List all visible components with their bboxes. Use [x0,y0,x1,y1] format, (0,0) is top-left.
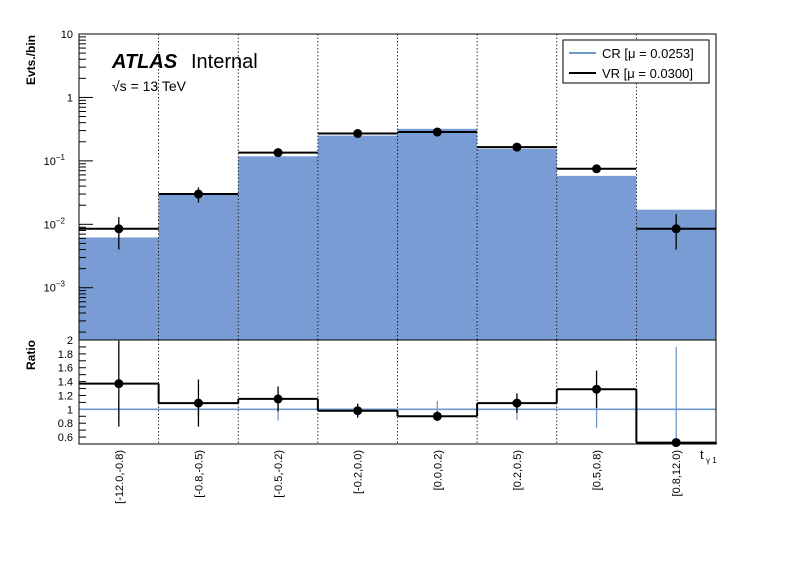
cr-bar [79,237,159,340]
cr-bar [397,128,478,340]
vr-ratio-point [193,398,203,408]
ratio-panel: 0.60.811.21.41.61.82 Ratio [-12.0,-0.8)[… [24,335,717,504]
x-axis-labels: [-12.0,-0.8) [-0.8,-0.5) [-0.5,-0.2) [-0.2,… [114,450,683,504]
top-panel: 10−3 10−2 10−1 1 10 Evts./bin ATLAS Internal… [24,29,717,341]
x-tick-label: [-0.2,0.0) [353,450,365,494]
vr-point [432,127,442,137]
energy-label: √s = 13 TeV [112,78,187,94]
vr-ratio-point [671,438,681,448]
cr-fill-group [79,128,716,340]
cr-bar [556,175,637,340]
vr-ratio-point [512,398,522,408]
ratio-y-axis: 0.6 0.8 1 1.21.4 1.6 1.8 2 [58,335,86,445]
vr-point [592,164,602,174]
x-tick-label: [0.5,0.8) [592,450,604,490]
ratio-y-tick-label: 1.4 [58,377,73,389]
legend-box [562,39,710,84]
x-tick-label: [-0.8,-0.5) [193,450,205,498]
vr-point [114,224,124,234]
vr-ratio-point [592,384,602,394]
top-y-tick-label: 10−3 [44,280,66,295]
top-y-tick-label: 10−2 [44,216,66,231]
ratio-y-tick-label: 0.8 [58,418,73,430]
vr-point [193,189,203,199]
legend-vr-label: VR [μ = 0.0300] [602,66,693,81]
cr-bar [238,156,318,340]
vr-series [79,127,716,250]
legend-cr-label: CR [μ = 0.0253] [602,46,694,61]
x-tick-label: [-0.5,-0.2) [273,450,285,498]
atlas-label: ATLAS [111,51,178,73]
ratio-y-tick-label: 1.8 [58,349,73,361]
vr-point [273,148,283,158]
ratio-bin-edge-grid [158,340,637,444]
x-axis-title-subscript: γ 1 [706,456,717,465]
x-tick-label: [0.2,0.5) [512,450,524,490]
legend: CR [μ = 0.0253] VR [μ = 0.0300] [562,39,710,84]
ratio-y-tick-label: 1 [67,404,73,416]
vr-ratio-point [273,394,283,404]
vr-point [353,129,363,139]
cr-bar [317,135,398,340]
vr-point [512,142,522,152]
internal-label: Internal [191,51,258,73]
vr-ratio-point [114,379,124,389]
top-y-tick-label: 10 [61,29,73,41]
ratio-frame [78,339,717,445]
ratio-y-tick-label: 0.6 [58,432,73,444]
vr-ratio-point [353,406,363,416]
top-y-axis-title: Evts./bin [24,35,38,85]
cr-bar [158,194,239,340]
vr-ratio-point [432,411,442,421]
x-tick-label: [0.8,12.0) [671,450,683,496]
ratio-y-tick-label: 1.2 [58,390,73,402]
x-tick-label: [-12.0,-0.8) [114,450,126,504]
x-axis-title: t [700,447,704,462]
x-tick-label: [0.0,0.2) [432,450,444,490]
vr-point [671,224,681,234]
ratio-series [79,340,717,448]
cr-bar [477,148,557,340]
ratio-y-tick-label: 2 [67,335,73,347]
ratio-y-tick-label: 1.6 [58,363,73,375]
top-y-tick-label: 10−1 [44,153,66,168]
top-y-axis: 10−3 10−2 10−1 1 10 [44,29,93,333]
ratio-y-axis-title: Ratio [24,340,38,370]
top-y-tick-label: 1 [67,92,73,104]
